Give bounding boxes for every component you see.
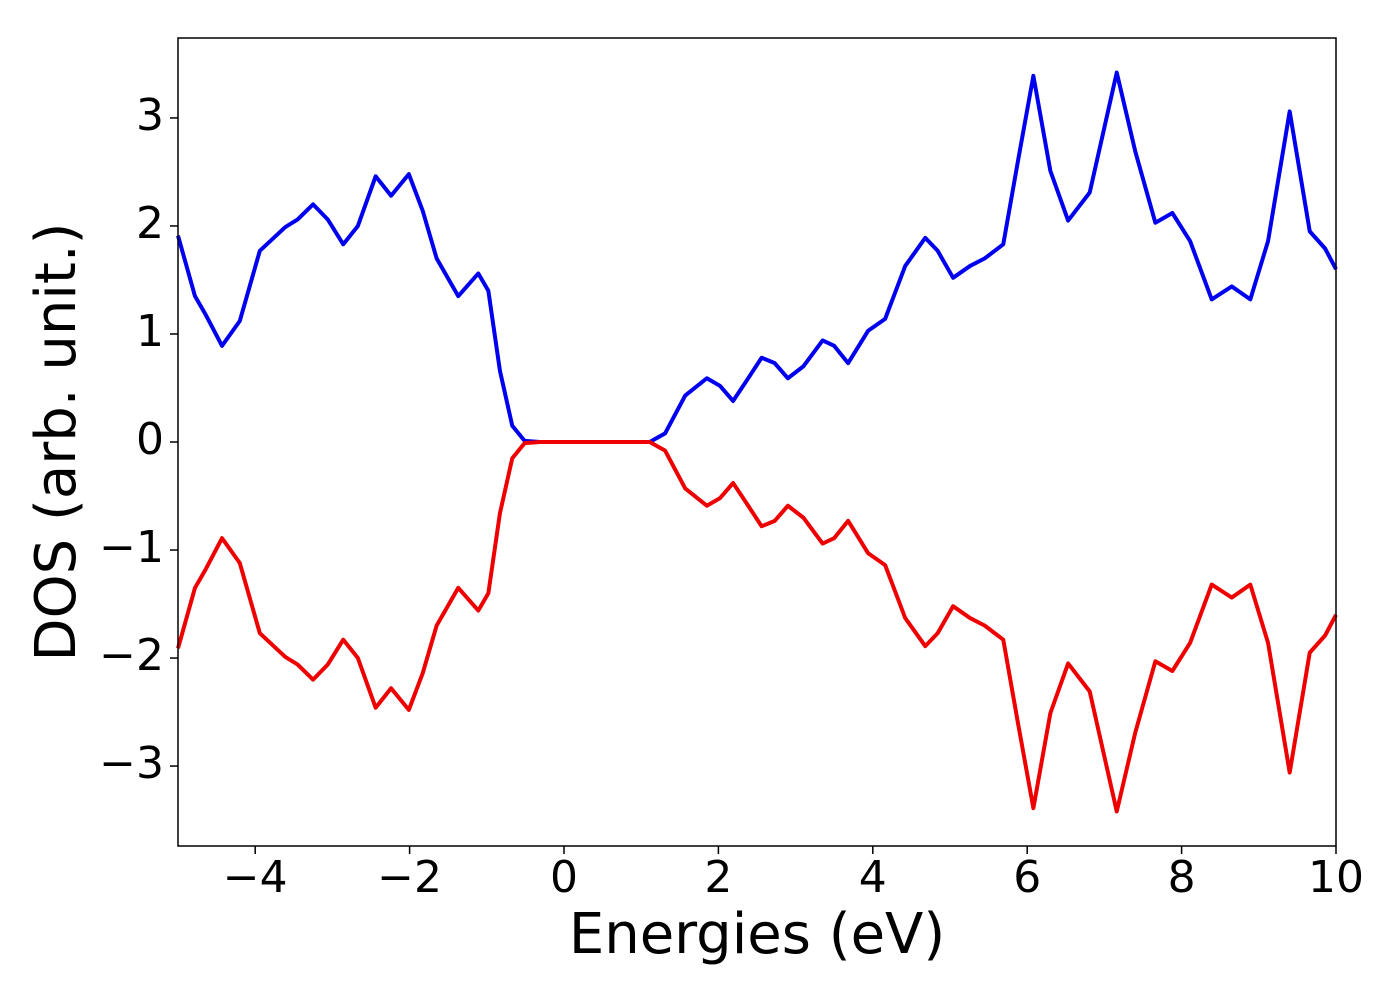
y-tick-label: 1 [136,306,164,357]
y-tick-label: −1 [99,522,164,573]
x-tick-label: 4 [859,852,887,903]
series-line [176,440,1338,814]
x-axis-label: Energies (eV) [569,902,945,967]
x-tick-label: 8 [1168,852,1196,903]
x-tick-label: 2 [704,852,732,903]
x-tick-label: −4 [223,852,288,903]
x-tick-label: 6 [1013,852,1041,903]
series-line [176,70,1338,444]
y-tick-label: −2 [99,630,164,681]
plot-frame [177,37,1337,847]
y-axis-label: DOS (arb. unit.) [24,222,89,661]
x-tick-label: 10 [1308,852,1364,903]
y-tick-label: 2 [136,198,164,249]
x-tick-label: 0 [550,852,578,903]
y-tick-label: −3 [99,738,164,789]
x-tick-label: −2 [377,852,442,903]
y-tick-label: 3 [136,90,164,141]
y-tick-label: 0 [136,414,164,465]
